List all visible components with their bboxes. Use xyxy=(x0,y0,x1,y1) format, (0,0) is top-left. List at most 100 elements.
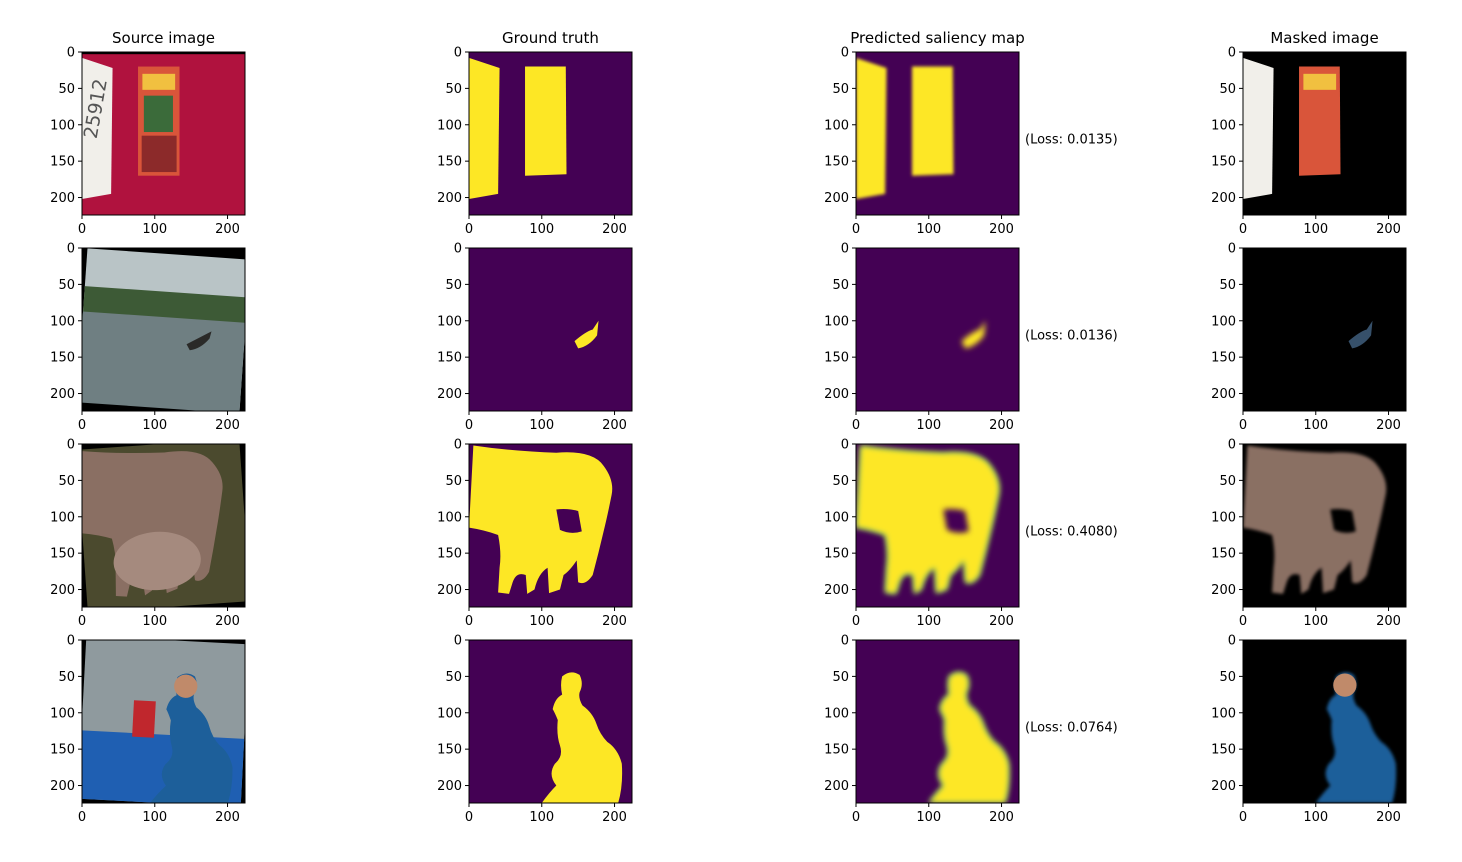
predicted-image-boat-on-river xyxy=(856,248,1019,411)
y-tick-label: 50 xyxy=(445,278,462,293)
y-tick-label: 100 xyxy=(824,118,849,133)
y-tick-label: 0 xyxy=(67,46,75,61)
mask-region xyxy=(469,445,613,594)
y-tick-label: 100 xyxy=(50,510,75,525)
x-tick-label: 200 xyxy=(989,222,1014,237)
y-tick-label: 200 xyxy=(50,387,75,402)
y-tick-label: 100 xyxy=(1211,510,1236,525)
x-tick-label: 0 xyxy=(1239,614,1247,629)
y-tick-label: 150 xyxy=(50,743,75,758)
axes-border xyxy=(468,51,633,216)
y-tick-label: 100 xyxy=(50,706,75,721)
mask-background xyxy=(469,248,632,411)
axes-frame: 0 100 200 0 50 100 150 200 xyxy=(824,46,1020,237)
y-tick-label: 100 xyxy=(824,510,849,525)
y-tick-label: 100 xyxy=(50,118,75,133)
y-tick-label: 100 xyxy=(437,706,462,721)
axes-frame: 0 100 200 0 50 100 150 200 xyxy=(1211,46,1407,237)
y-tick-label: 200 xyxy=(50,779,75,794)
masked-detail xyxy=(1333,673,1357,697)
x-tick-label: 200 xyxy=(989,614,1014,629)
masked-image-comic-strip-and-note xyxy=(1243,52,1406,215)
axes-border xyxy=(1242,639,1407,804)
masked-region xyxy=(1243,57,1274,199)
x-tick-label: 200 xyxy=(215,810,240,825)
axes-border xyxy=(468,443,633,608)
mask-region xyxy=(469,57,500,199)
x-tick-label: 100 xyxy=(1303,810,1328,825)
y-tick-label: 150 xyxy=(50,351,75,366)
y-tick-label: 50 xyxy=(58,82,75,97)
loss-label: (Loss: 0.0135) xyxy=(1025,132,1118,148)
player-head xyxy=(174,674,198,698)
y-tick-label: 100 xyxy=(1211,314,1236,329)
y-tick-label: 150 xyxy=(437,155,462,170)
y-tick-label: 50 xyxy=(832,82,849,97)
column-title: Source image xyxy=(111,29,216,47)
ground_truth-image-table-tennis-player xyxy=(469,640,632,803)
source-image-elephants xyxy=(82,444,245,607)
y-tick-label: 150 xyxy=(50,155,75,170)
axes-border xyxy=(1242,51,1407,216)
predicted-image-elephants xyxy=(856,444,1019,607)
y-tick-label: 100 xyxy=(824,314,849,329)
axes-frame: 0 100 200 0 50 100 150 200 xyxy=(824,634,1020,825)
y-tick-label: 200 xyxy=(437,583,462,598)
x-tick-label: 0 xyxy=(465,418,473,433)
y-tick-label: 50 xyxy=(832,474,849,489)
x-tick-label: 200 xyxy=(602,614,627,629)
y-tick-label: 0 xyxy=(67,634,75,649)
x-tick-label: 200 xyxy=(1376,810,1401,825)
masked-region xyxy=(1315,672,1397,803)
saliency-region xyxy=(912,66,954,176)
paper-note xyxy=(82,57,113,199)
saliency-hole xyxy=(943,509,969,533)
axes-border xyxy=(855,51,1020,216)
x-tick-label: 100 xyxy=(529,614,554,629)
y-tick-label: 150 xyxy=(437,547,462,562)
masked-region xyxy=(1243,445,1387,594)
axes-frame: 0 100 200 0 50 100 150 200 xyxy=(50,438,246,629)
axes-frame: 0 100 200 0 50 100 150 200 xyxy=(50,242,246,433)
x-tick-label: 100 xyxy=(142,810,167,825)
y-tick-label: 100 xyxy=(1211,118,1236,133)
mask-region xyxy=(574,320,599,349)
x-tick-label: 0 xyxy=(852,614,860,629)
column-title: Ground truth xyxy=(502,29,599,47)
axes-border xyxy=(855,639,1020,804)
x-tick-label: 0 xyxy=(78,418,86,433)
axes-border xyxy=(81,639,246,804)
y-tick-label: 150 xyxy=(1211,155,1236,170)
masked-region xyxy=(1299,66,1341,176)
x-tick-label: 0 xyxy=(1239,222,1247,237)
y-tick-label: 0 xyxy=(1228,634,1236,649)
source-image-table-tennis-player xyxy=(82,640,245,803)
saliency-background xyxy=(856,248,1019,411)
x-tick-label: 100 xyxy=(916,222,941,237)
x-tick-label: 100 xyxy=(142,614,167,629)
axes-frame: 0 100 200 0 50 100 150 200 xyxy=(437,634,633,825)
y-tick-label: 150 xyxy=(824,155,849,170)
y-tick-label: 100 xyxy=(824,706,849,721)
y-tick-label: 50 xyxy=(1219,474,1236,489)
y-tick-label: 0 xyxy=(454,46,462,61)
x-tick-label: 0 xyxy=(1239,418,1247,433)
x-tick-label: 100 xyxy=(916,418,941,433)
mask-region xyxy=(525,66,567,176)
source-image-comic-strip-and-note: 25912 xyxy=(82,52,245,215)
x-tick-label: 0 xyxy=(852,222,860,237)
ground_truth-image-comic-strip-and-note xyxy=(469,52,632,215)
x-tick-label: 200 xyxy=(215,418,240,433)
axes-frame: 0 100 200 0 50 100 150 200 xyxy=(437,46,633,237)
y-tick-label: 150 xyxy=(437,351,462,366)
axes-border xyxy=(855,247,1020,412)
loss-label: (Loss: 0.0136) xyxy=(1025,328,1118,344)
y-tick-label: 200 xyxy=(437,191,462,206)
source-image-boat-on-river xyxy=(82,248,245,411)
y-tick-label: 0 xyxy=(1228,242,1236,257)
y-tick-label: 200 xyxy=(824,779,849,794)
loss-label: (Loss: 0.4080) xyxy=(1025,524,1118,540)
border xyxy=(82,52,245,55)
calf xyxy=(113,531,201,591)
